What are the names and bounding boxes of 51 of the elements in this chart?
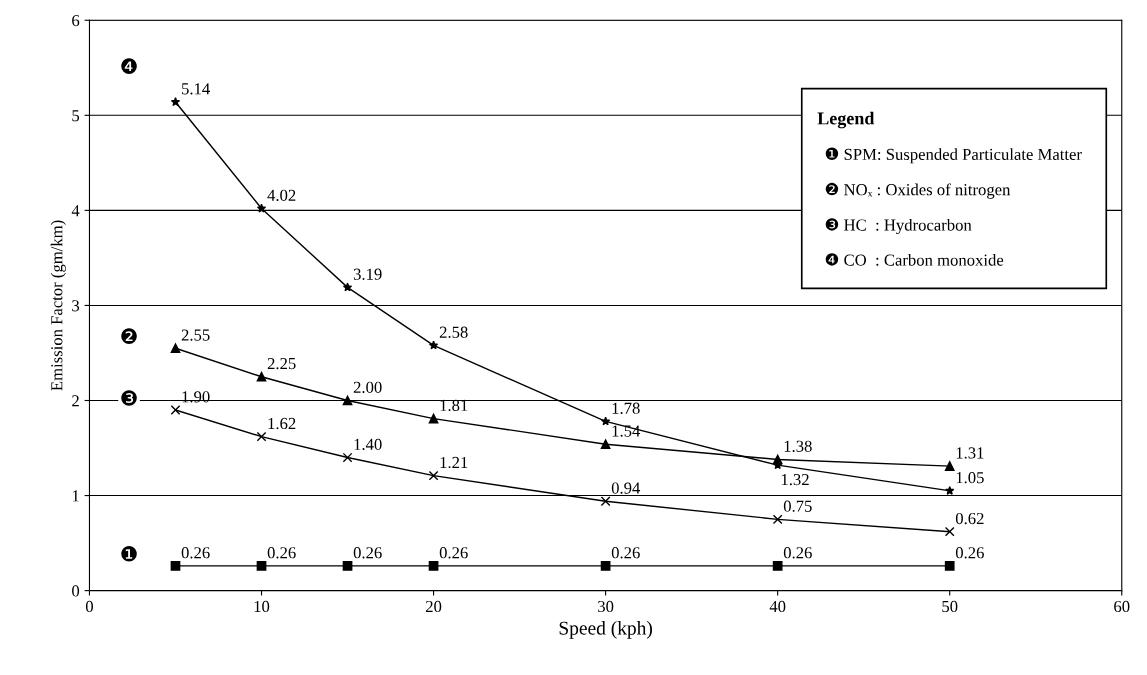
data-label: 0.26 bbox=[783, 547, 812, 559]
series-label: ❷ bbox=[121, 328, 137, 344]
data-label: 4.02 bbox=[267, 189, 296, 201]
x-tick-label: 30 bbox=[598, 600, 614, 613]
data-label: 2.55 bbox=[181, 329, 210, 341]
x-tick-label: 0 bbox=[85, 600, 93, 613]
data-label: 1.05 bbox=[956, 472, 984, 484]
data-label: 3.19 bbox=[353, 268, 382, 280]
data-label: 0.26 bbox=[267, 547, 296, 559]
annotation: Legend bbox=[817, 111, 875, 129]
data-label: 2.00 bbox=[353, 381, 382, 394]
x-axis-title: Speed (kph) bbox=[559, 621, 653, 639]
y-tick-label: 1 bbox=[72, 490, 79, 502]
data-label: 5.14 bbox=[182, 83, 210, 95]
data-label: 1.31 bbox=[956, 447, 984, 459]
data-label: 1.21 bbox=[440, 456, 468, 469]
data-label: 2.58 bbox=[439, 326, 468, 338]
annotation: ❷ NOₓ : Oxides of nitrogen bbox=[825, 182, 1011, 199]
x-tick-label: 60 bbox=[1114, 600, 1130, 613]
y-tick-label: 2 bbox=[72, 395, 79, 407]
data-label: 0.26 bbox=[181, 547, 210, 559]
legend-label: ❸ bbox=[121, 390, 137, 406]
data-label: 0.26 bbox=[611, 547, 640, 559]
annotation: ❹ CO : Carbon monoxide bbox=[825, 253, 1004, 266]
data-label: 0.94 bbox=[611, 482, 641, 494]
data-label: 0.62 bbox=[955, 512, 984, 525]
x-tick-label: 50 bbox=[942, 600, 958, 613]
data-label: 0.26 bbox=[955, 547, 984, 559]
y-tick-label: 3 bbox=[72, 300, 80, 312]
annotation: ❶ SPM: Suspended Particulate Matter bbox=[825, 147, 1082, 164]
data-label: 0.75 bbox=[783, 500, 812, 512]
annotation: ❸ HC : Hydrocarbon bbox=[825, 218, 972, 235]
y-tick-label: 0 bbox=[72, 585, 80, 597]
data-label: 0.26 bbox=[439, 547, 468, 559]
x-tick-label: 40 bbox=[769, 600, 786, 613]
y-tick-label: 6 bbox=[72, 15, 80, 27]
y-tick-label: 5 bbox=[72, 110, 80, 122]
data-label: 1.62 bbox=[268, 417, 296, 430]
data-label: 1.54 bbox=[612, 425, 641, 437]
x-tick-label: 20 bbox=[425, 600, 442, 613]
x-tick-label: 10 bbox=[254, 600, 270, 613]
data-label: 0.26 bbox=[353, 547, 382, 559]
y-axis-title: Emission Factor (gm/km) bbox=[50, 220, 66, 391]
y-tick-label: 4 bbox=[71, 205, 80, 217]
data-label: 1.40 bbox=[354, 438, 382, 451]
data-label: 1.38 bbox=[784, 440, 812, 452]
data-label: 2.25 bbox=[267, 357, 296, 370]
data-label: 1.78 bbox=[612, 402, 640, 414]
series-label: ❶ bbox=[121, 546, 137, 562]
data-label: 1.32 bbox=[781, 474, 809, 486]
text: ❹ bbox=[121, 58, 137, 74]
